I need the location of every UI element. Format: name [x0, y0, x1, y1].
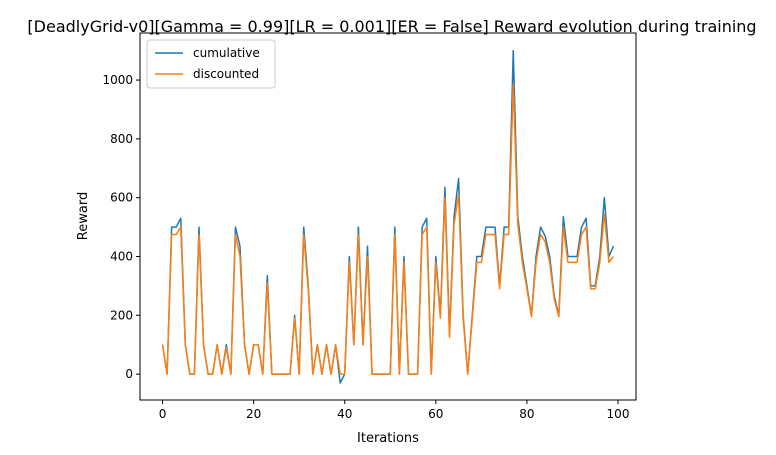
plot-area: [161, 49, 615, 384]
y-axis: 0 200 400 600 800 1000: [102, 73, 140, 381]
legend-label-discounted: discounted: [193, 67, 259, 81]
x-tick-label: 0: [159, 407, 167, 421]
y-tick-label: 0: [125, 367, 133, 381]
chart-title: [DeadlyGrid-v0][Gamma = 0.99][LR = 0.001…: [27, 17, 756, 36]
x-tick-label: 100: [607, 407, 630, 421]
x-tick-label: 60: [428, 407, 443, 421]
y-tick-label: 200: [110, 308, 133, 322]
y-tick-label: 1000: [102, 73, 133, 87]
legend-label-cumulative: cumulative: [193, 46, 260, 60]
axes-frame: [139, 32, 637, 401]
legend-box: [146, 39, 276, 89]
series-lines: [161, 49, 615, 384]
x-tick-label: 20: [246, 407, 261, 421]
x-axis: 0 20 40 60 80 100: [159, 400, 630, 421]
legend: cumulative discounted: [146, 39, 276, 89]
x-tick-label: 80: [519, 407, 534, 421]
y-tick-label: 600: [110, 191, 133, 205]
series-line-discounted: [161, 83, 615, 375]
y-tick-label: 800: [110, 132, 133, 146]
y-tick-label: 400: [110, 249, 133, 263]
x-tick-label: 40: [337, 407, 352, 421]
y-axis-label: Reward: [76, 192, 91, 240]
x-axis-label: Iterations: [357, 431, 419, 446]
